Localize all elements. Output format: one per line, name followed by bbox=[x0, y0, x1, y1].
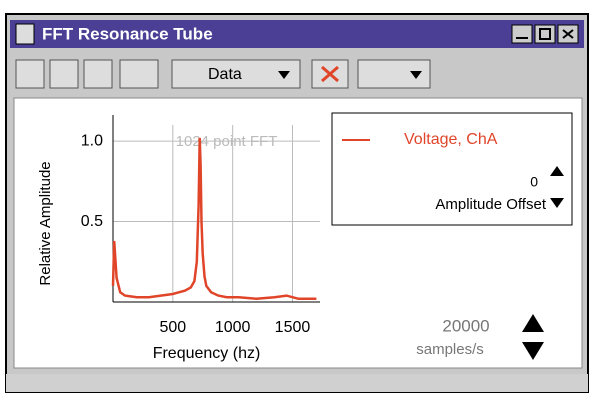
legend-label: Voltage, ChA bbox=[404, 131, 498, 148]
y-axis-label: Relative Amplitude bbox=[37, 161, 54, 285]
dropdown-arrow bbox=[410, 71, 422, 79]
tool-button[interactable] bbox=[119, 59, 159, 89]
graph-menu[interactable] bbox=[357, 59, 431, 89]
rate-spinner[interactable] bbox=[522, 314, 544, 360]
tool-button[interactable] bbox=[15, 59, 45, 89]
toolbar: Data bbox=[15, 59, 431, 89]
rate-value: 20000 bbox=[442, 316, 489, 335]
dropdown-arrow bbox=[278, 71, 290, 79]
offset-value: 0 bbox=[530, 174, 538, 190]
x-tick-label: 1000 bbox=[215, 319, 251, 336]
y-tick-label: 1.0 bbox=[81, 132, 103, 149]
data-menu-label: Data bbox=[208, 66, 242, 83]
plot: 500 1000 1500 1.0 0.5 1024 point FFT Frequency… bbox=[37, 115, 320, 362]
delete-icon bbox=[321, 65, 339, 83]
tool-button[interactable] bbox=[83, 59, 113, 89]
y-tick-label: 0.5 bbox=[81, 213, 103, 230]
maximize-icon bbox=[539, 28, 551, 40]
minimize-button[interactable] bbox=[511, 24, 533, 44]
status-bar bbox=[6, 374, 588, 392]
close-icon bbox=[562, 29, 574, 39]
series-line bbox=[111, 137, 317, 301]
maximize-button[interactable] bbox=[534, 24, 556, 44]
rate-label: samples/s bbox=[416, 341, 484, 358]
window-title: FFT Resonance Tube bbox=[42, 24, 213, 43]
legend-box bbox=[331, 112, 573, 226]
title-bar bbox=[10, 20, 584, 48]
x-tick-label: 1500 bbox=[275, 319, 311, 336]
window-buttons[interactable] bbox=[511, 24, 579, 44]
window-icon bbox=[15, 23, 35, 45]
offset-spinner[interactable] bbox=[550, 166, 564, 208]
x-tick-label: 500 bbox=[159, 319, 186, 336]
annotation: 1024 point FFT bbox=[176, 133, 278, 150]
x-axis-label: Frequency (hz) bbox=[153, 345, 261, 362]
data-menu[interactable] bbox=[171, 59, 301, 89]
offset-label: Amplitude Offset bbox=[435, 196, 546, 213]
tool-button[interactable] bbox=[49, 59, 79, 89]
